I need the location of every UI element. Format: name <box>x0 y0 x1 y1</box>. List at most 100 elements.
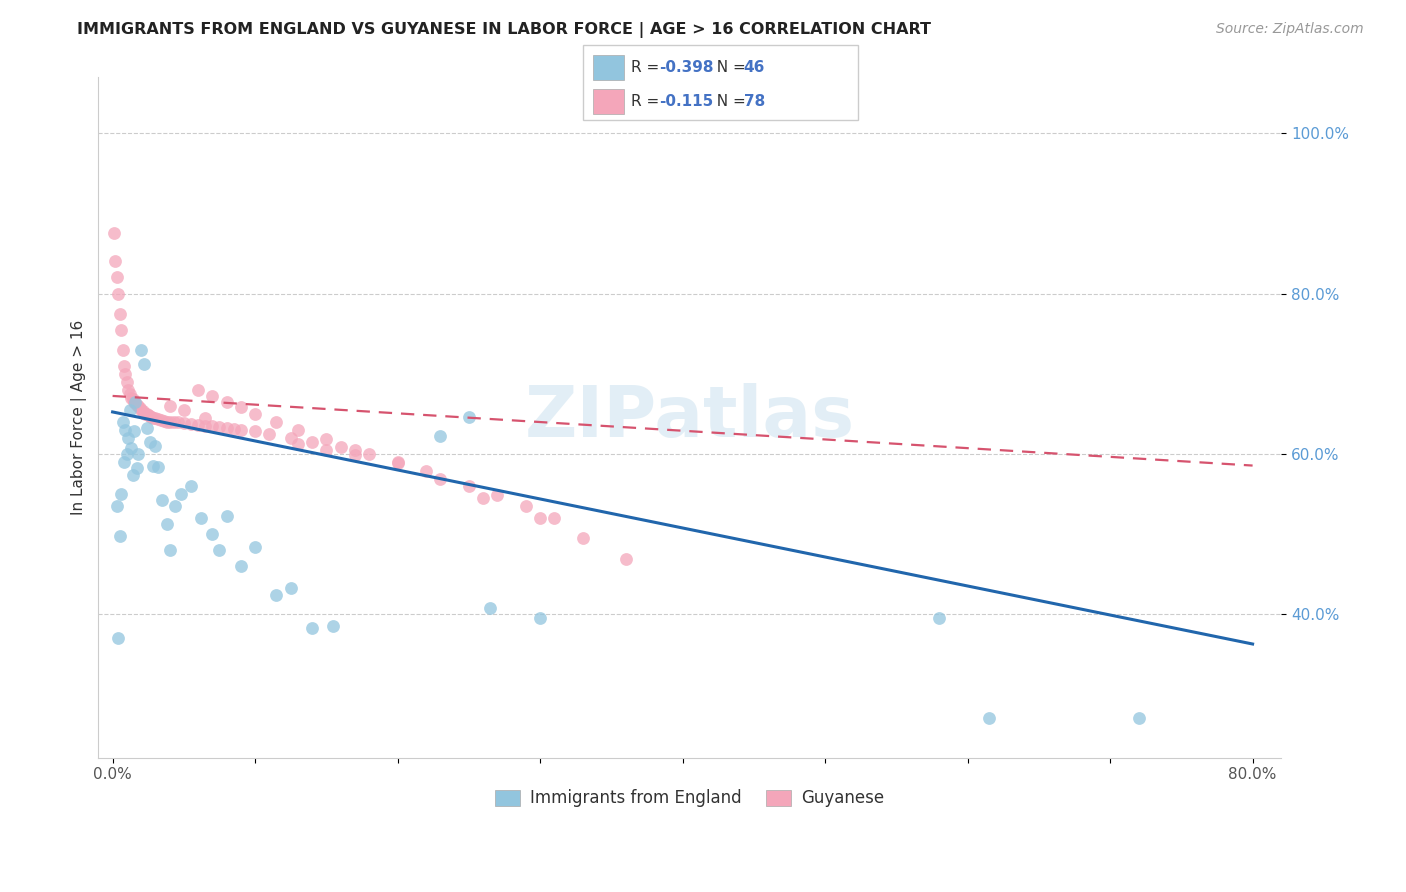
Point <box>129 343 152 357</box>
Point <box>108 529 131 543</box>
Point <box>114 367 136 381</box>
Point <box>415 464 437 478</box>
Point <box>343 448 366 462</box>
Point <box>280 581 302 595</box>
Point <box>457 478 479 492</box>
Point <box>243 424 266 438</box>
Point <box>107 286 129 301</box>
Point <box>135 421 157 435</box>
Point <box>201 419 224 434</box>
Point <box>118 386 141 401</box>
Point <box>215 421 238 435</box>
Point <box>287 437 309 451</box>
Legend: Immigrants from England, Guyanese: Immigrants from England, Guyanese <box>488 782 891 814</box>
Point <box>243 540 266 554</box>
Point <box>977 711 1000 725</box>
Point <box>529 610 551 624</box>
Point <box>112 454 135 468</box>
Point <box>315 432 337 446</box>
Text: 46: 46 <box>744 60 765 75</box>
Point <box>152 493 174 508</box>
Point <box>117 383 139 397</box>
Point <box>215 394 238 409</box>
Point <box>1128 711 1150 725</box>
Point <box>124 396 146 410</box>
Point <box>159 399 181 413</box>
Point <box>572 531 595 545</box>
Point <box>529 510 551 524</box>
Point <box>115 375 138 389</box>
Point <box>201 389 224 403</box>
Point <box>150 413 173 427</box>
Point <box>110 322 132 336</box>
Point <box>515 499 537 513</box>
Text: N =: N = <box>707 94 751 109</box>
Point <box>201 526 224 541</box>
Point <box>190 510 212 524</box>
Point <box>194 418 217 433</box>
Point <box>132 357 155 371</box>
Point <box>141 410 163 425</box>
Point <box>103 227 125 241</box>
Text: Source: ZipAtlas.com: Source: ZipAtlas.com <box>1216 22 1364 37</box>
Point <box>120 391 142 405</box>
Point <box>543 510 565 524</box>
Point <box>107 631 129 645</box>
Point <box>187 383 209 397</box>
Point <box>222 422 245 436</box>
Point <box>120 441 142 455</box>
Point <box>180 478 202 492</box>
Text: 78: 78 <box>744 94 765 109</box>
Point <box>165 500 187 514</box>
Point <box>159 542 181 557</box>
Point <box>122 394 145 409</box>
Point <box>287 423 309 437</box>
Point <box>187 417 209 432</box>
Point <box>105 270 128 285</box>
Text: -0.398: -0.398 <box>659 60 714 75</box>
Point <box>124 394 146 409</box>
Point <box>301 434 323 449</box>
Point <box>229 558 252 573</box>
Point <box>329 440 352 454</box>
Point <box>143 411 166 425</box>
Point <box>122 424 145 438</box>
Point <box>118 402 141 417</box>
Text: R =: R = <box>631 60 665 75</box>
Point <box>148 412 170 426</box>
Point <box>141 459 163 474</box>
Point <box>148 460 170 475</box>
Point <box>139 409 162 424</box>
Point <box>110 486 132 500</box>
Point <box>127 400 149 414</box>
Text: N =: N = <box>707 60 751 75</box>
Point <box>215 508 238 523</box>
Point <box>125 461 148 475</box>
Point <box>229 400 252 414</box>
Point <box>322 619 344 633</box>
Point <box>180 417 202 431</box>
Point <box>156 415 179 429</box>
Point <box>315 442 337 457</box>
Point <box>135 408 157 422</box>
Point <box>208 420 231 434</box>
Point <box>125 398 148 412</box>
Point <box>121 392 143 406</box>
Point <box>259 426 281 441</box>
Point <box>138 409 160 423</box>
Point <box>131 404 153 418</box>
Point <box>359 446 381 460</box>
Point <box>266 588 288 602</box>
Point <box>301 621 323 635</box>
Point <box>429 472 451 486</box>
Point <box>132 406 155 420</box>
Point <box>243 407 266 421</box>
Point <box>128 401 150 415</box>
Point <box>208 542 231 557</box>
Text: R =: R = <box>631 94 669 109</box>
Point <box>173 416 195 430</box>
Point <box>479 601 502 615</box>
Point <box>614 552 637 566</box>
Point <box>167 415 190 429</box>
Point <box>159 415 181 429</box>
